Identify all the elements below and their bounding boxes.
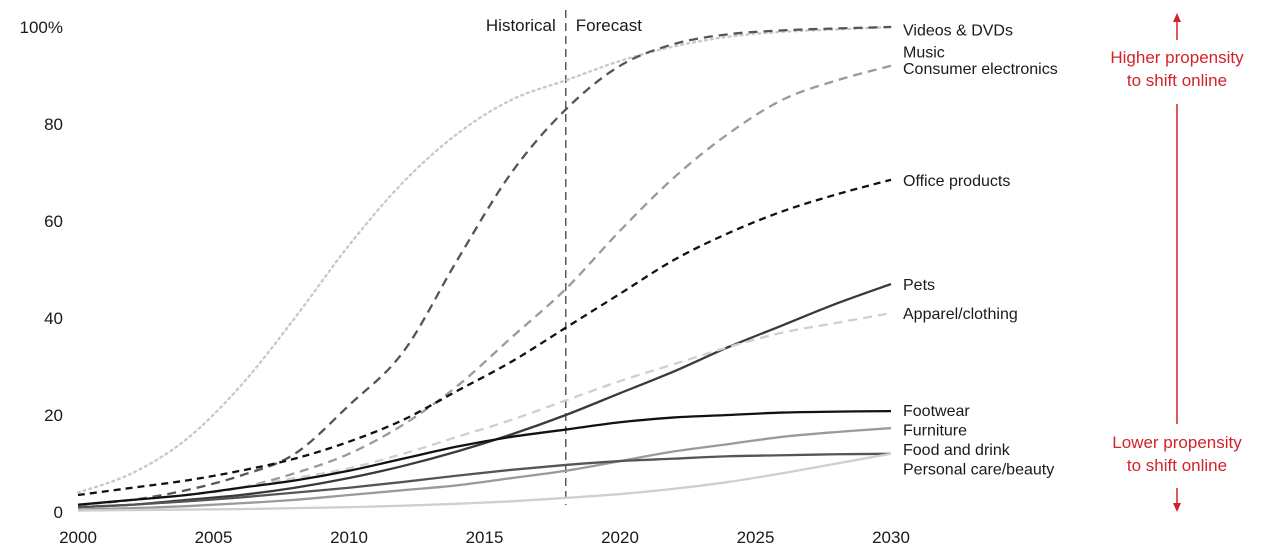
x-tick-label: 2025: [737, 528, 775, 547]
x-tick-label: 2010: [330, 528, 368, 547]
y-tick-label: 0: [54, 503, 63, 522]
higher-propensity-label: to shift online: [1127, 71, 1227, 90]
series-line-music: [77, 25, 892, 506]
down-arrow-icon: [1173, 503, 1181, 512]
series-line-footwear: [77, 409, 892, 506]
forecast-label: Forecast: [576, 16, 642, 35]
x-tick-label: 2020: [601, 528, 639, 547]
series-label-music: Music: [903, 44, 945, 61]
axis-ticks: 0 20 40 60 80 100% 2000 2005 2010 2015 2020 2025 203…: [20, 18, 910, 547]
lower-propensity-label: Lower propensity: [1112, 433, 1242, 452]
y-tick-label: 60: [44, 212, 63, 231]
series-label-office-products: Office products: [903, 173, 1010, 190]
series-line-personal-care-beauty: [77, 452, 892, 512]
series-line-pets: [77, 282, 892, 509]
y-tick-label: 40: [44, 309, 63, 328]
series-label-consumer-electronics: Consumer electronics: [903, 61, 1058, 78]
propensity-annotation: Higher propensity to shift online Lower pr…: [1110, 13, 1244, 512]
series-label-pets: Pets: [903, 277, 935, 294]
x-tick-label: 2030: [872, 528, 910, 547]
series-label-food-and-drink: Food and drink: [903, 442, 1011, 459]
series-line-consumer-electronics: [77, 64, 892, 506]
series-lines: [76, 25, 893, 512]
y-tick-label: 80: [44, 115, 63, 134]
y-tick-label: 20: [44, 406, 63, 425]
up-arrow-icon: [1173, 13, 1181, 22]
y-tick-label: 100%: [20, 18, 63, 37]
series-label-footwear: Footwear: [903, 403, 970, 420]
series-label-apparel-clothing: Apparel/clothing: [903, 306, 1018, 323]
series-label-personal-care-beauty: Personal care/beauty: [903, 461, 1054, 478]
historical-forecast-divider: Historical Forecast: [486, 10, 642, 505]
series-label-videos-dvds: Videos & DVDs: [903, 22, 1013, 39]
series-line-food-and-drink: [77, 452, 892, 509]
higher-propensity-label: Higher propensity: [1110, 48, 1244, 67]
series-line-furniture: [77, 426, 892, 511]
historical-label: Historical: [486, 16, 556, 35]
x-tick-label: 2000: [59, 528, 97, 547]
series-line-office-products: [77, 178, 892, 497]
x-tick-label: 2015: [466, 528, 504, 547]
x-tick-label: 2005: [195, 528, 233, 547]
lower-propensity-label: to shift online: [1127, 456, 1227, 475]
series-line-videos-dvds: [76, 25, 893, 494]
series-label-furniture: Furniture: [903, 423, 967, 440]
